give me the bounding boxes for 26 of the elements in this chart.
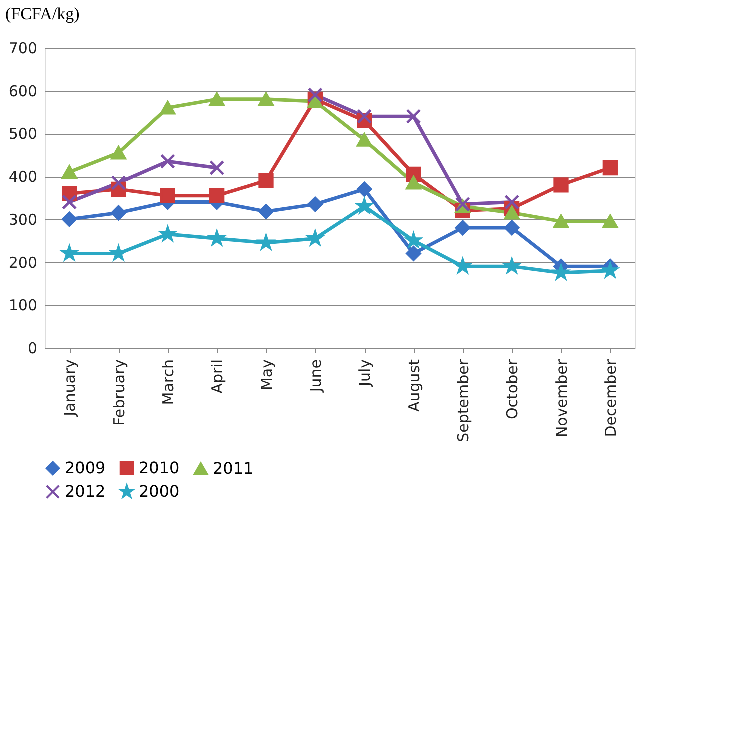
legend-label: 2010: [139, 458, 180, 478]
y-tick-label: 100: [8, 296, 38, 315]
x-tick-label: May: [258, 359, 276, 391]
x-tick-label: February: [110, 359, 128, 426]
y-tick-label: 300: [8, 210, 38, 229]
x-tick-label: October: [504, 358, 522, 420]
x-tick-label: August: [405, 359, 424, 412]
y-tick-label: 200: [8, 254, 38, 272]
y-tick-label: 0: [28, 340, 38, 358]
legend-label: 2012: [65, 482, 106, 501]
x-tick-label: April: [208, 360, 227, 394]
legend-label: 2009: [65, 458, 106, 478]
x-tick-label: June: [306, 360, 325, 394]
y-tick-label: 400: [8, 168, 38, 186]
x-tick-label: November: [552, 358, 571, 438]
y-tick-label: 700: [8, 40, 38, 58]
legend-label: 2000: [139, 482, 180, 501]
y-tick-label: 600: [8, 82, 38, 100]
x-tick-label: January: [61, 359, 80, 418]
x-tick-label: September: [454, 358, 472, 442]
x-tick-label: December: [602, 358, 620, 438]
x-tick-label: March: [159, 360, 178, 406]
legend-label: 2011: [213, 458, 254, 478]
x-tick-label: July: [356, 359, 374, 388]
y-tick-label: 500: [8, 125, 38, 144]
y-axis-title: (FCFA/kg): [6, 4, 80, 24]
